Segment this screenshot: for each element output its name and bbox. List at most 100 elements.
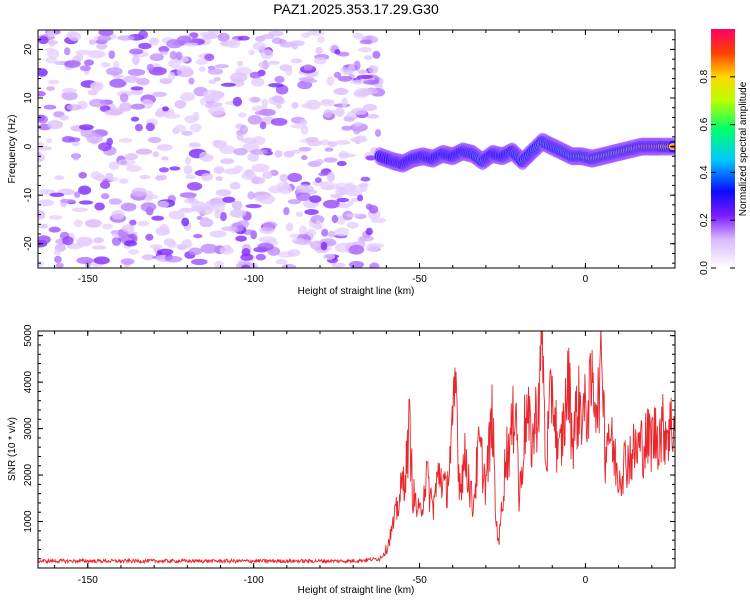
spectrogram-noise-blob	[38, 153, 45, 163]
spectrogram-noise-blob	[365, 243, 380, 252]
spectrogram-noise-blob	[307, 140, 322, 147]
spectrogram-noise-blob	[353, 126, 361, 135]
spectrogram-noise-blob	[165, 113, 181, 119]
spectrogram-noise-blob	[215, 189, 232, 197]
spectrogram-noise-blob	[105, 67, 123, 76]
spectrogram-noise-blob	[372, 50, 381, 59]
spectrogram-noise-blob	[360, 88, 379, 95]
spectrogram-noise-blob	[125, 153, 138, 161]
spectrogram-noise-blob	[301, 155, 308, 161]
spectrogram-x-tick-label: -150	[78, 274, 98, 285]
spectrogram-noise-blob	[350, 107, 368, 115]
spectrogram-noise-blob	[168, 210, 185, 220]
spectrogram-noise-blob	[219, 211, 227, 222]
spectrogram-noise-blob	[85, 219, 102, 228]
spectrogram-noise-blob	[89, 82, 101, 90]
spectrogram-noise-blob	[343, 117, 356, 122]
spectrogram-noise-blob	[326, 76, 335, 86]
spectrogram-noise-blob	[335, 186, 342, 196]
spectrogram-noise-blob	[365, 203, 373, 210]
spectrogram-noise-blob	[247, 115, 262, 125]
spectrogram-noise-blob	[117, 35, 135, 41]
spectrogram-noise-blob	[167, 59, 181, 68]
snr-y-tick-label: 5000	[23, 324, 34, 347]
spectrogram-noise-blob	[134, 123, 143, 132]
spectrogram-noise-blob	[119, 93, 129, 103]
spectrogram-noise-blob	[304, 209, 319, 215]
spectrogram-noise-blob	[360, 184, 368, 193]
spectrogram-noise-blob	[220, 82, 236, 87]
spectrogram-noise-blob	[348, 244, 365, 255]
spectrogram-noise-blob	[296, 184, 314, 193]
spectrogram-noise-blob	[38, 115, 49, 124]
spectrogram-noise-blob	[97, 35, 112, 42]
spectrogram-noise-blob	[207, 68, 224, 75]
spectrogram-noise-blob	[287, 172, 303, 183]
spectrogram-noise-blob	[108, 161, 120, 170]
spectrogram-noise-blob	[186, 182, 203, 191]
spectrogram-noise-blob	[152, 91, 167, 98]
spectrogram-noise-blob	[290, 124, 307, 129]
spectrogram-noise-blob	[314, 158, 324, 165]
spectrogram-noise-blob	[346, 221, 359, 229]
spectrogram-noise-blob	[323, 109, 333, 118]
spectrogram-noise-blob	[72, 153, 80, 161]
spectrogram-noise-blob	[46, 30, 55, 38]
snr-y-tick-label: 4000	[23, 371, 34, 394]
spectrogram-noise-blob	[88, 39, 96, 45]
spectrogram-noise-blob	[320, 185, 336, 191]
spectrogram-noise-blob	[358, 47, 372, 53]
spectrogram-x-ticks: -150 -100 -50 0	[54, 30, 653, 285]
spectrogram-noise-blob	[130, 103, 145, 110]
spectrogram-noise-blob	[338, 153, 356, 158]
spectrogram-noise-blob	[128, 249, 140, 255]
spectrogram-noise-blob	[374, 129, 382, 137]
spectrogram-noise-blob	[107, 177, 119, 182]
spectrogram-noise-blob	[230, 72, 248, 83]
spectrogram-noise-blob	[249, 71, 262, 79]
spectrogram-noise-blob	[108, 198, 122, 205]
spectrogram-noise-blob	[111, 210, 125, 220]
spectrogram-noise-blob	[61, 91, 78, 101]
spectrogram-noise-blob	[93, 237, 104, 244]
spectrogram-noise-blob	[86, 133, 103, 144]
spectrogram-noise-blob	[349, 261, 364, 268]
spectrogram-noise-blob	[127, 68, 146, 76]
spectrogram-noise-blob	[258, 194, 275, 205]
spectrogram-noise-blob	[137, 220, 150, 227]
spectrogram-noise-blob	[108, 50, 116, 59]
spectrogram-noise-blob	[55, 262, 64, 268]
spectrogram-noise-blob	[298, 147, 312, 152]
spectrogram-noise-blob	[164, 255, 183, 263]
spectrogram-noise-blob	[149, 53, 164, 61]
spectrogram-noise-blob	[53, 249, 62, 256]
spectrogram-noise-blob	[169, 166, 181, 171]
colorbar-tick-label: 0.0	[699, 261, 710, 275]
spectrogram-noise-blob	[54, 175, 65, 180]
colorbar-tick-label: 0.8	[699, 69, 710, 83]
spectrogram-noise-blob	[119, 102, 132, 112]
spectrogram-noise-blob	[188, 77, 195, 85]
spectrogram-noise-blob	[184, 157, 192, 165]
spectrogram-noise-blob	[363, 79, 380, 85]
spectrogram-noise-blob	[198, 66, 206, 72]
spectrogram-noise-blob	[191, 258, 208, 266]
spectrogram-noise-blob	[38, 199, 54, 207]
spectrogram-noise-blob	[317, 36, 325, 43]
spectrogram-noise-blob	[84, 59, 94, 66]
spectrogram-noise-blob	[101, 193, 110, 200]
spectrogram-noise-blob	[158, 46, 170, 53]
spectrogram-noise-blob	[289, 233, 299, 238]
spectrogram-noise-blob	[159, 78, 173, 85]
spectrogram-noise-blob	[353, 121, 363, 127]
spectrogram-noise-blob	[138, 42, 152, 50]
snr-y-axis-label: SNR (10 * v/v)	[7, 417, 18, 481]
spectrogram-noise-blob	[166, 39, 183, 49]
spectrogram-x-tick-label: -100	[244, 274, 264, 285]
spectrogram-y-tick-label: -20	[23, 236, 34, 251]
spectrogram-noise-blob	[226, 38, 241, 49]
spectrogram-noise-blob	[145, 122, 155, 132]
spectrogram-noise-blob	[345, 213, 361, 218]
snr-y-tick-label: 2000	[23, 463, 34, 486]
